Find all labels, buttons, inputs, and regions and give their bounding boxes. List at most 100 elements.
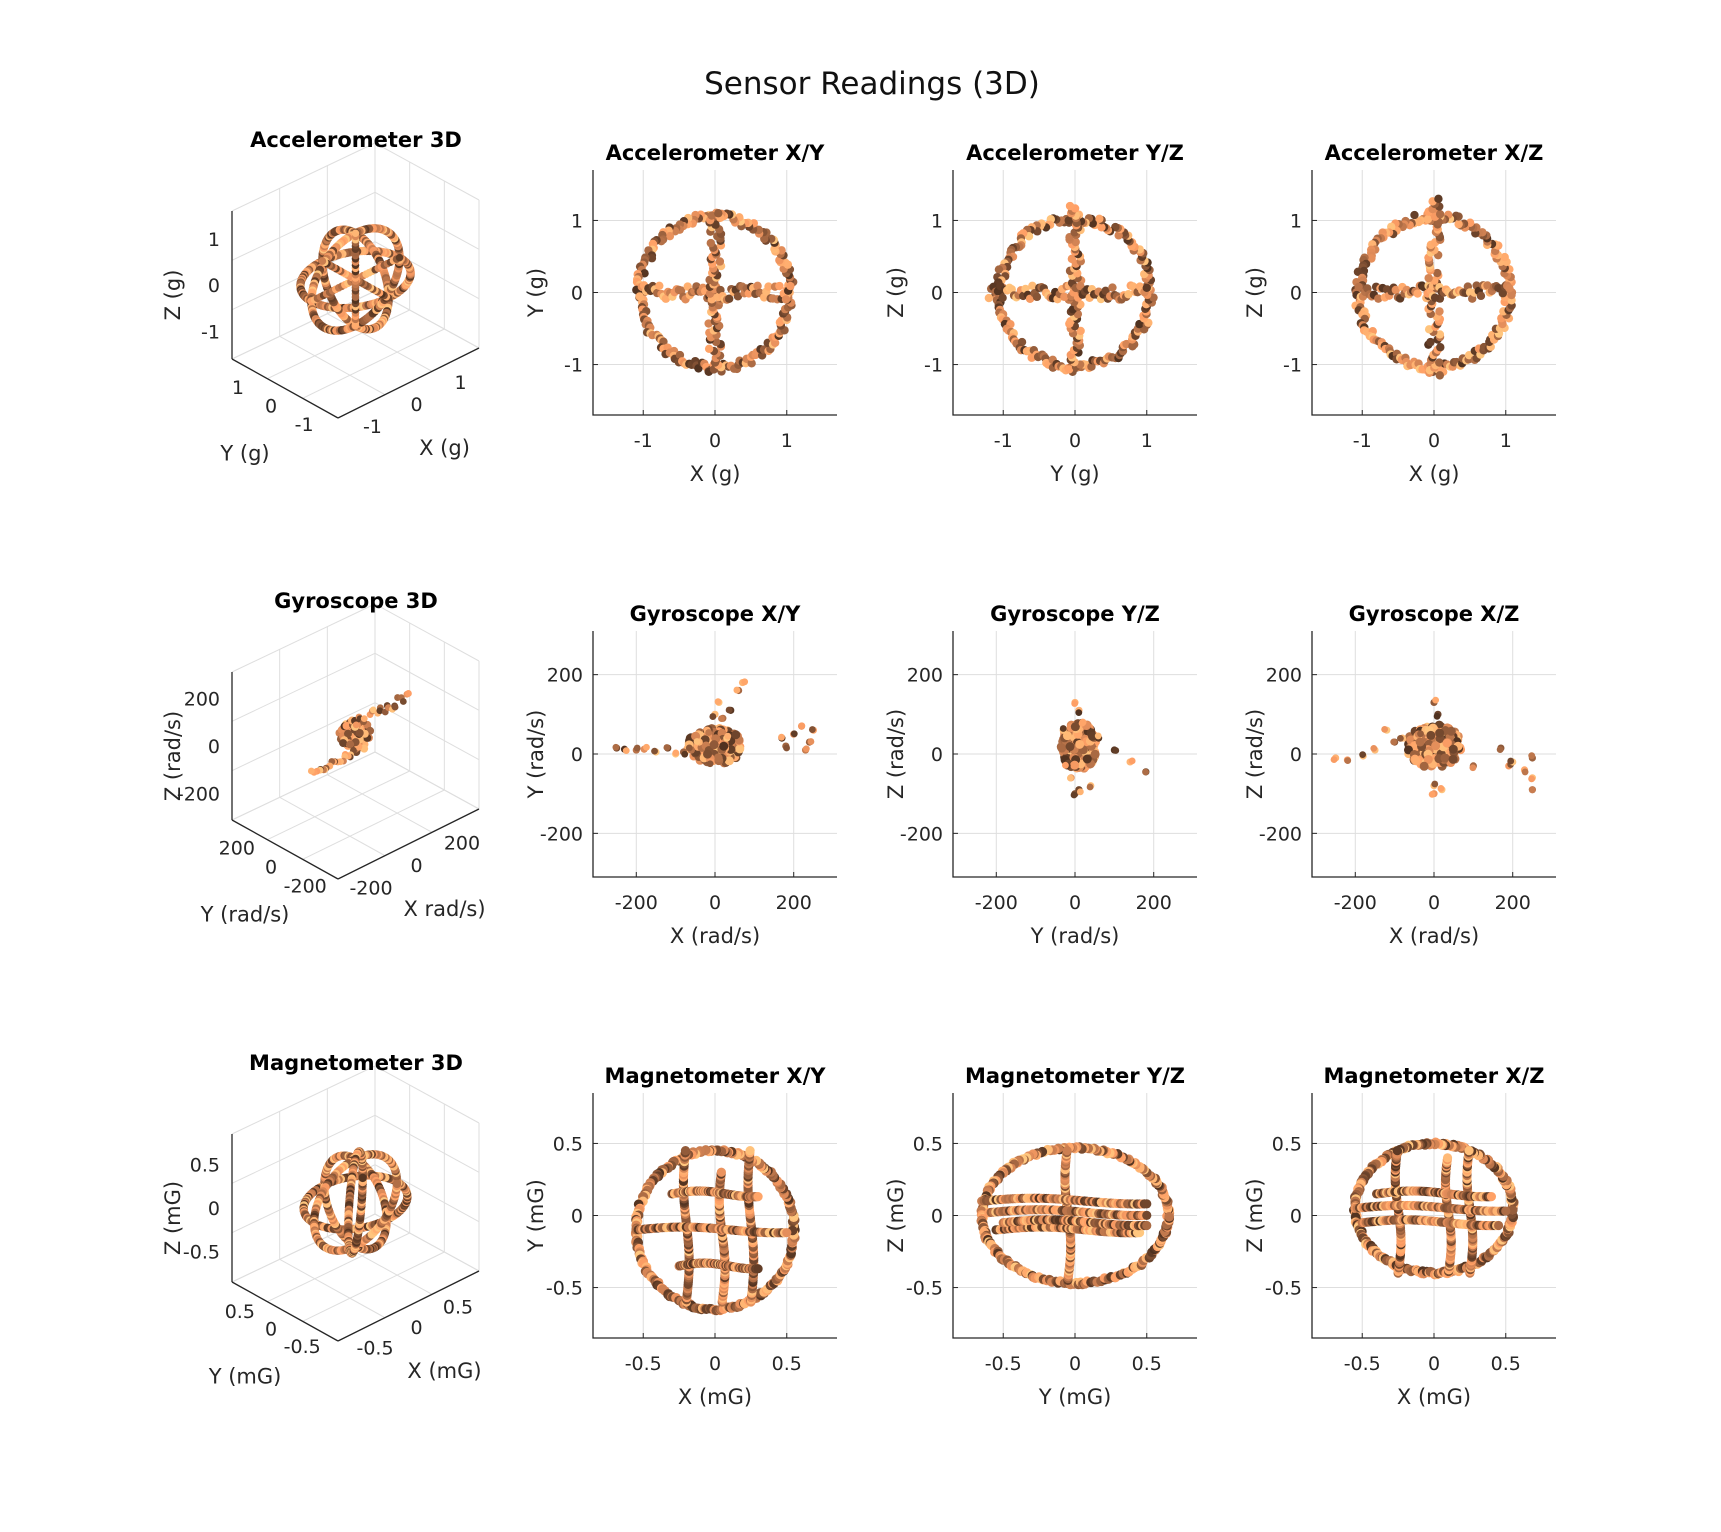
y-axis-label: Y (rad/s) (524, 710, 548, 800)
y-tick-label: 1 (232, 377, 244, 399)
data-point (733, 292, 743, 301)
x-axis-label: Y (g) (1049, 462, 1099, 486)
scatter-points (630, 1145, 800, 1316)
data-point (651, 747, 658, 755)
data-point (672, 749, 680, 757)
data-point (665, 232, 675, 241)
data-point (731, 730, 741, 740)
x-tick-label: -0.5 (985, 1353, 1022, 1375)
data-point (1367, 254, 1376, 263)
y-tick-label: -200 (540, 823, 583, 845)
x-tick-label: 200 (1136, 892, 1172, 914)
x-tick-label: 0.5 (443, 1296, 473, 1318)
data-point (1076, 788, 1084, 796)
subplot-title: Magnetometer X/Z (1324, 1064, 1545, 1088)
scatter-points (296, 224, 415, 335)
grid-line (231, 702, 376, 772)
y-tick-label: -0.5 (546, 1278, 583, 1300)
z-tick-label: 0 (208, 275, 220, 297)
data-point (1142, 283, 1151, 293)
data-point (661, 294, 671, 303)
z-axis-label: Z (rad/s) (161, 711, 185, 801)
data-point (343, 729, 352, 738)
x-axis-label: X (rad/s) (1389, 924, 1479, 948)
data-point (1411, 756, 1421, 766)
data-point (1432, 696, 1440, 704)
y-tick-label: 0 (1290, 283, 1302, 305)
data-point (1505, 284, 1514, 293)
x-axis-label: X (g) (690, 462, 741, 486)
data-point (807, 738, 815, 745)
y-axis-label: Z (mG) (1243, 1178, 1267, 1252)
scatter-points (1330, 696, 1536, 798)
x-tick-label: 0 (410, 394, 422, 416)
y-tick-label: 0 (931, 744, 943, 766)
data-point (1114, 231, 1123, 240)
x-axis-label: X (g) (1409, 462, 1460, 486)
grid-line (302, 328, 445, 399)
data-point (984, 293, 994, 303)
grid-line (231, 191, 376, 261)
y-axis-label: Y (g) (524, 268, 548, 318)
y-tick-label: 0 (571, 283, 583, 305)
data-point (683, 282, 692, 291)
x-axis-label: X rad/s) (403, 897, 485, 921)
data-point (1075, 709, 1083, 717)
data-point (647, 254, 657, 263)
x-tick-label: 0.5 (1491, 1353, 1521, 1375)
data-point (709, 740, 719, 750)
data-point (1112, 747, 1120, 754)
data-point (802, 745, 810, 753)
data-point (1433, 268, 1442, 278)
y-axis-label: Z (g) (884, 267, 908, 318)
grid-line (374, 751, 480, 810)
data-point (346, 740, 355, 749)
grid-line (374, 603, 480, 662)
data-point (714, 209, 723, 218)
grid-line (374, 1114, 480, 1173)
data-point (1062, 761, 1069, 769)
data-point (1417, 730, 1424, 738)
y-tick-label: 0.5 (913, 1133, 943, 1155)
y-tick-label: -200 (1259, 823, 1302, 845)
data-point (747, 359, 756, 368)
y-tick-label: 0.5 (553, 1133, 583, 1155)
data-point (1431, 741, 1441, 751)
data-point (1071, 700, 1079, 707)
data-point (725, 706, 733, 714)
data-point (705, 275, 714, 285)
grid-line (302, 1251, 445, 1322)
x-axis-label: X (mG) (678, 1385, 752, 1409)
data-point (318, 257, 327, 265)
y-tick-label: -0.5 (1265, 1278, 1302, 1300)
data-point (718, 715, 725, 722)
z-tick-label: 0 (208, 736, 220, 758)
data-point (775, 281, 784, 291)
subplot-title: Accelerometer Y/Z (966, 141, 1184, 165)
data-point (745, 1146, 755, 1156)
data-point (339, 739, 348, 748)
y-axis-label: Z (rad/s) (884, 709, 908, 799)
x-tick-label: -0.5 (1344, 1353, 1381, 1375)
data-point (1149, 293, 1158, 302)
x-tick-label: 1 (1500, 430, 1512, 452)
data-point (1437, 785, 1445, 792)
data-point (1426, 337, 1435, 347)
data-point (798, 722, 806, 730)
data-point (724, 732, 732, 740)
y-axis-label: Y (mG) (524, 1179, 548, 1253)
grid-line (231, 603, 376, 673)
data-point (764, 282, 773, 291)
grid-line (231, 1065, 376, 1135)
y-tick-label: -1 (295, 414, 314, 436)
grid-line (302, 789, 445, 860)
data-point (703, 749, 713, 759)
data-point (1142, 1210, 1152, 1220)
x-tick-label: 1 (781, 430, 793, 452)
x-tick-label: 0.5 (1132, 1353, 1162, 1375)
y-tick-label: -1 (1283, 355, 1302, 377)
data-point (783, 744, 790, 752)
